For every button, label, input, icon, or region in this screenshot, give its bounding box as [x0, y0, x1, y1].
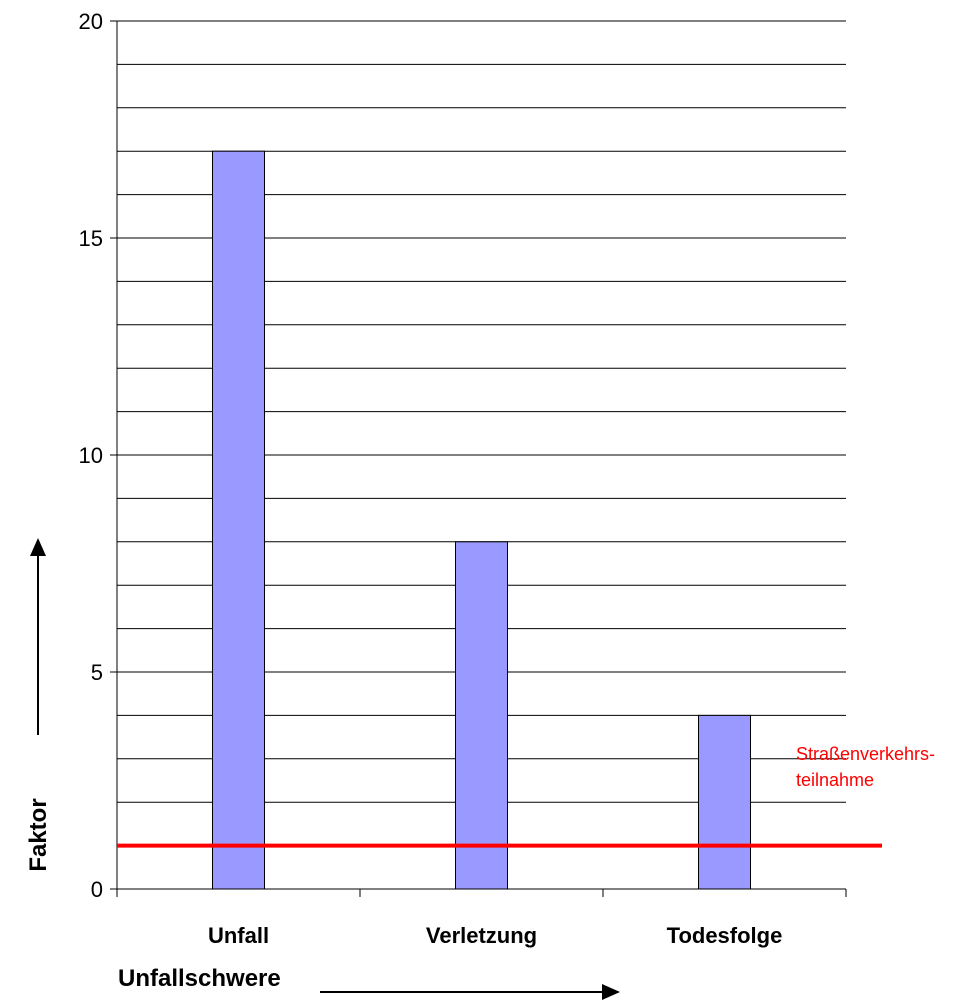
x-axis-arrow [320, 984, 620, 1000]
y-tick-label: 10 [79, 443, 103, 468]
bars [212, 150, 751, 890]
y-axis-arrow [30, 538, 46, 735]
y-tick-label: 5 [91, 660, 103, 685]
x-axis-title: Unfallschwere [118, 965, 281, 992]
y-tick-label: 15 [79, 226, 103, 251]
bar-unfall [212, 150, 265, 890]
category-label: Todesfolge [667, 923, 783, 948]
y-axis-title: Faktor [25, 798, 52, 871]
x-ticks: Unfall Verletzung Todesfolge [116, 889, 847, 948]
bar-verletzung [455, 541, 508, 890]
y-tick-label: 0 [91, 877, 103, 902]
bar-todesfolge [698, 714, 751, 890]
category-label: Verletzung [426, 923, 537, 948]
y-ticks: 0 5 10 15 20 [79, 9, 117, 902]
reference-line-label-line1: Straßenverkehrs- [796, 744, 935, 764]
y-tick-label: 20 [79, 9, 103, 34]
reference-line-label-line2: teilnahme [796, 770, 874, 790]
category-label: Unfall [208, 923, 269, 948]
